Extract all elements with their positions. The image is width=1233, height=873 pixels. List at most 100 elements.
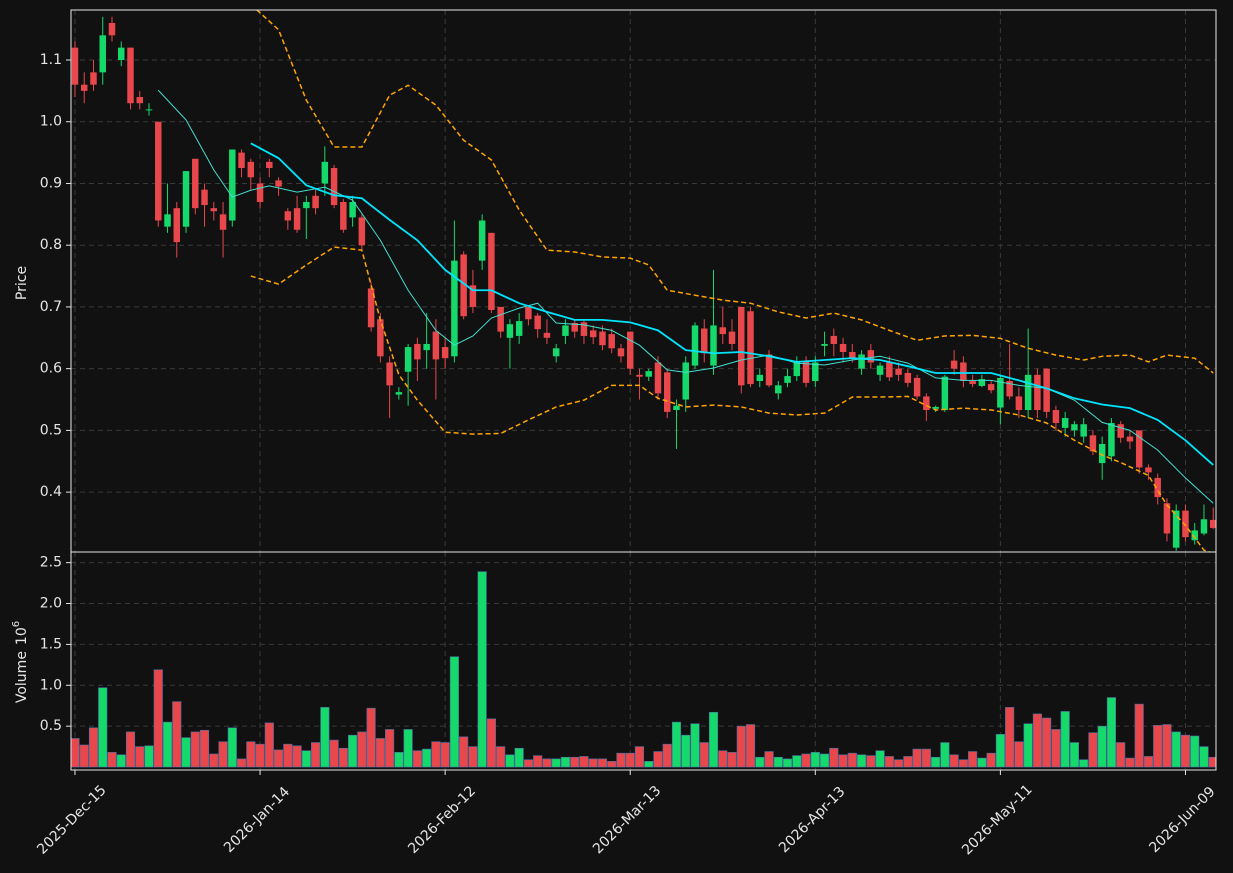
candle-body <box>941 376 949 411</box>
volume-bar <box>1208 756 1216 768</box>
y-tick-label: 0.5 <box>40 718 62 734</box>
candle-body <box>821 343 828 346</box>
volume-bar <box>1116 742 1126 768</box>
volume-bar <box>79 744 89 768</box>
volume-bar <box>1014 741 1024 768</box>
volume-bar <box>810 752 820 768</box>
candle-body <box>1098 443 1106 464</box>
y-tick-label: 0.7 <box>40 299 62 315</box>
candle-body <box>108 22 116 36</box>
volume-bar <box>542 758 552 768</box>
candle-body <box>858 354 865 369</box>
candle-body <box>534 315 541 330</box>
candle-body <box>719 327 726 335</box>
volume-bar <box>144 745 154 768</box>
volume-axis-label: Volume 106 <box>11 621 30 703</box>
volume-bar <box>292 745 302 768</box>
volume-bar <box>1051 729 1061 768</box>
volume-bar <box>745 724 756 768</box>
volume-bar <box>588 758 598 768</box>
candle-body <box>608 334 615 349</box>
candle-body <box>1043 368 1050 412</box>
candle-body <box>303 201 310 209</box>
volume-bar <box>116 754 126 768</box>
candle-body <box>793 362 801 377</box>
candle-body <box>867 350 875 363</box>
volume-bar <box>986 752 996 768</box>
candle-body <box>589 330 597 338</box>
volume-bar <box>283 743 293 768</box>
indicator-line <box>250 246 1212 552</box>
candle-body <box>71 47 79 85</box>
volume-bar <box>236 758 247 768</box>
candle-body <box>460 254 467 317</box>
volume-bar <box>616 752 626 768</box>
volume-bar <box>440 742 450 768</box>
candle-body <box>293 208 301 230</box>
candle-body <box>747 311 754 385</box>
price-panel <box>71 10 1216 552</box>
volume-bar <box>560 756 570 768</box>
candle-body <box>451 260 458 357</box>
candle-body <box>404 347 412 372</box>
volume-bar <box>718 750 728 768</box>
volume-panel <box>71 552 1216 770</box>
y-tick-label: 1.5 <box>40 636 62 652</box>
volume-bar <box>819 753 830 768</box>
candle-body <box>1089 435 1097 452</box>
candle-body <box>145 109 153 111</box>
candle-body <box>775 385 782 394</box>
candle-body <box>506 324 514 338</box>
y-tick-label: 0.5 <box>40 422 62 438</box>
candle-body <box>414 343 421 360</box>
candle-body <box>488 232 495 311</box>
volume-bar <box>570 756 580 768</box>
volume-bar <box>958 759 968 768</box>
volume-bar <box>579 756 589 768</box>
candle-body <box>599 331 606 346</box>
candle-body <box>571 322 578 332</box>
indicator-line <box>255 10 1214 374</box>
candle-body <box>1052 410 1060 423</box>
y-tick-label: 0.6 <box>40 361 62 377</box>
volume-bar <box>792 755 802 768</box>
candle-body <box>1163 503 1171 534</box>
volume-bar <box>866 755 876 768</box>
volume-bar <box>894 759 904 768</box>
candle-body <box>367 288 375 328</box>
candle-body <box>701 328 708 354</box>
candle-body <box>432 331 440 360</box>
candle-body <box>312 195 319 209</box>
volume-bar <box>847 752 857 768</box>
candle-body <box>1080 424 1087 437</box>
volume-bar <box>1023 723 1033 768</box>
volume-bar <box>875 750 885 768</box>
volume-bar <box>71 738 80 768</box>
candle-body <box>663 372 671 412</box>
candle-body <box>691 325 699 366</box>
candle-body <box>201 189 208 206</box>
candle-body <box>960 362 967 382</box>
volume-bar <box>338 747 348 768</box>
candle-body <box>1108 422 1115 457</box>
volume-bar <box>107 752 117 768</box>
candle-body <box>950 360 958 369</box>
volume-bar <box>884 756 894 768</box>
volume-bar <box>931 756 941 768</box>
volume-bar <box>366 707 376 768</box>
candle-body <box>932 406 939 409</box>
volume-bar <box>523 759 533 768</box>
candle-body <box>1015 396 1023 411</box>
volume-bar <box>1171 731 1181 768</box>
volume-bar <box>625 752 635 768</box>
candle-body <box>886 362 893 378</box>
y-tick-label: 2.5 <box>40 555 62 571</box>
volume-multiplier: 10 <box>14 627 30 645</box>
volume-bar <box>496 746 506 768</box>
volume-bar <box>764 751 774 768</box>
y-tick-label: 1.1 <box>40 52 62 68</box>
volume-bar <box>949 754 959 768</box>
candle-body <box>756 374 764 382</box>
volume-bar <box>459 736 469 768</box>
